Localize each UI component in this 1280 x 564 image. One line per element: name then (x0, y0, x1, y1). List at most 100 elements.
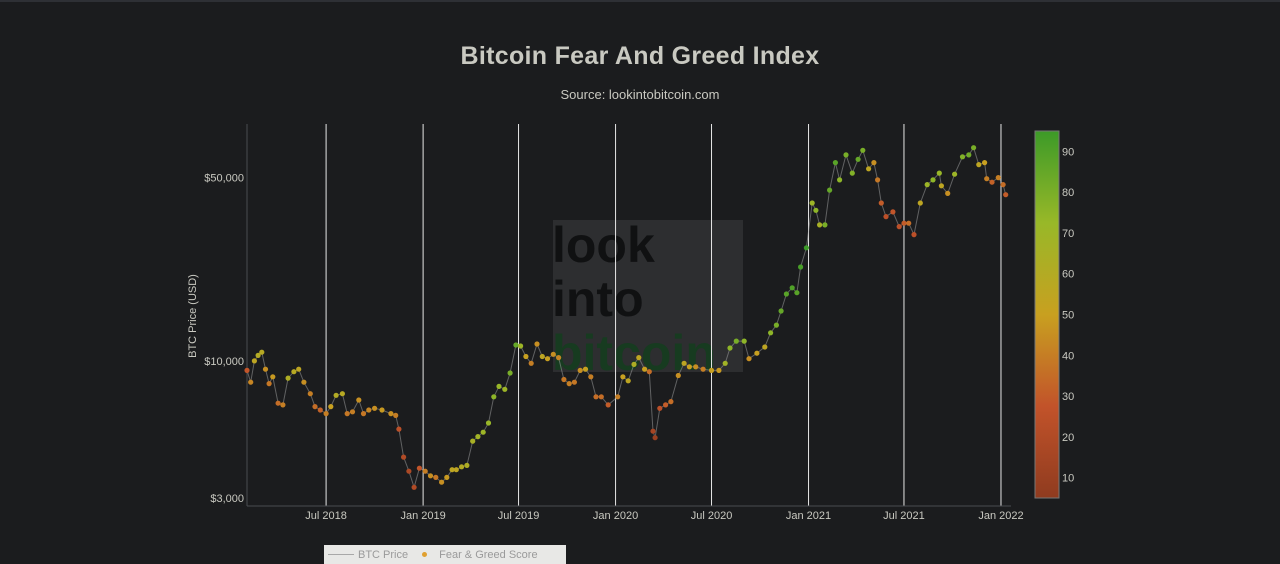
data-point[interactable] (523, 353, 529, 360)
data-point[interactable] (982, 160, 988, 166)
data-point[interactable] (262, 366, 269, 372)
data-point[interactable] (773, 322, 780, 328)
data-point[interactable] (539, 353, 545, 360)
data-point[interactable] (507, 370, 513, 376)
data-point[interactable] (883, 214, 889, 220)
data-point[interactable] (485, 420, 492, 426)
data-point[interactable] (878, 200, 884, 206)
data-point[interactable] (1000, 182, 1006, 188)
data-point[interactable] (427, 473, 434, 479)
data-point[interactable] (356, 397, 362, 403)
data-point[interactable] (416, 465, 422, 471)
data-point[interactable] (716, 367, 722, 373)
data-point[interactable] (598, 394, 604, 400)
data-point[interactable] (444, 474, 450, 480)
data-point[interactable] (809, 200, 815, 206)
data-point[interactable] (255, 352, 261, 358)
data-point[interactable] (875, 177, 881, 183)
data-point[interactable] (317, 407, 323, 413)
data-point[interactable] (372, 405, 378, 411)
data-point[interactable] (746, 356, 752, 362)
data-point[interactable] (259, 349, 265, 355)
data-point[interactable] (411, 484, 417, 490)
data-point[interactable] (439, 479, 445, 485)
data-point[interactable] (708, 367, 715, 373)
data-point[interactable] (270, 374, 276, 380)
data-point[interactable] (406, 468, 412, 474)
data-point[interactable] (778, 308, 784, 314)
data-point[interactable] (582, 366, 589, 372)
data-point[interactable] (860, 147, 866, 153)
data-point[interactable] (911, 232, 917, 238)
data-point[interactable] (571, 379, 578, 385)
data-point[interactable] (652, 435, 658, 441)
data-point[interactable] (513, 342, 519, 348)
data-point[interactable] (388, 411, 394, 417)
data-point[interactable] (401, 454, 407, 460)
data-point[interactable] (605, 402, 611, 408)
data-point[interactable] (312, 404, 318, 410)
data-point[interactable] (366, 407, 372, 413)
data-point[interactable] (534, 341, 540, 347)
data-point[interactable] (754, 350, 760, 356)
data-point[interactable] (871, 160, 877, 166)
data-point[interactable] (971, 145, 977, 151)
data-point[interactable] (789, 285, 795, 291)
data-point[interactable] (675, 372, 681, 379)
data-point[interactable] (722, 360, 728, 366)
data-point[interactable] (930, 177, 936, 183)
data-point[interactable] (556, 355, 562, 361)
data-point[interactable] (817, 222, 823, 228)
data-point[interactable] (459, 464, 465, 470)
data-point[interactable] (917, 200, 923, 206)
data-point[interactable] (794, 290, 800, 296)
data-point[interactable] (668, 399, 674, 405)
data-point[interactable] (938, 183, 945, 189)
data-point[interactable] (945, 190, 951, 196)
data-point[interactable] (349, 409, 356, 415)
data-point[interactable] (301, 379, 307, 385)
data-point[interactable] (422, 468, 428, 474)
data-point[interactable] (783, 291, 790, 297)
data-point[interactable] (266, 381, 272, 387)
data-point[interactable] (615, 394, 621, 400)
data-point[interactable] (360, 411, 367, 417)
data-point[interactable] (657, 405, 663, 411)
data-point[interactable] (518, 343, 524, 349)
data-point[interactable] (741, 338, 747, 344)
data-point[interactable] (285, 375, 291, 381)
data-point[interactable] (855, 156, 861, 162)
data-point[interactable] (328, 404, 334, 410)
data-point[interactable] (959, 154, 966, 160)
data-point[interactable] (995, 175, 1001, 181)
data-point[interactable] (924, 182, 930, 188)
data-point[interactable] (976, 162, 982, 168)
legend[interactable]: BTC Price Fear & Greed Score (324, 545, 566, 564)
data-point[interactable] (952, 171, 958, 177)
data-point[interactable] (502, 386, 508, 392)
data-point[interactable] (646, 369, 652, 375)
data-point[interactable] (681, 360, 687, 366)
data-point[interactable] (550, 351, 556, 357)
data-point[interactable] (528, 360, 534, 366)
data-point[interactable] (866, 166, 872, 172)
data-point[interactable] (491, 394, 497, 400)
data-point[interactable] (464, 462, 470, 468)
data-point[interactable] (984, 176, 990, 182)
data-point[interactable] (733, 338, 739, 344)
data-point[interactable] (593, 394, 599, 400)
data-point[interactable] (323, 411, 329, 417)
data-point[interactable] (291, 369, 297, 375)
legend-item-score[interactable]: Fear & Greed Score (412, 549, 538, 561)
data-point[interactable] (275, 400, 281, 406)
data-point[interactable] (339, 391, 345, 397)
data-point[interactable] (822, 222, 828, 228)
data-point[interactable] (1003, 192, 1009, 198)
data-point[interactable] (496, 383, 502, 389)
data-point[interactable] (393, 412, 399, 418)
data-point[interactable] (803, 245, 810, 251)
data-point[interactable] (449, 467, 455, 473)
data-point[interactable] (620, 374, 626, 380)
data-point[interactable] (631, 361, 637, 367)
data-point[interactable] (625, 378, 631, 384)
